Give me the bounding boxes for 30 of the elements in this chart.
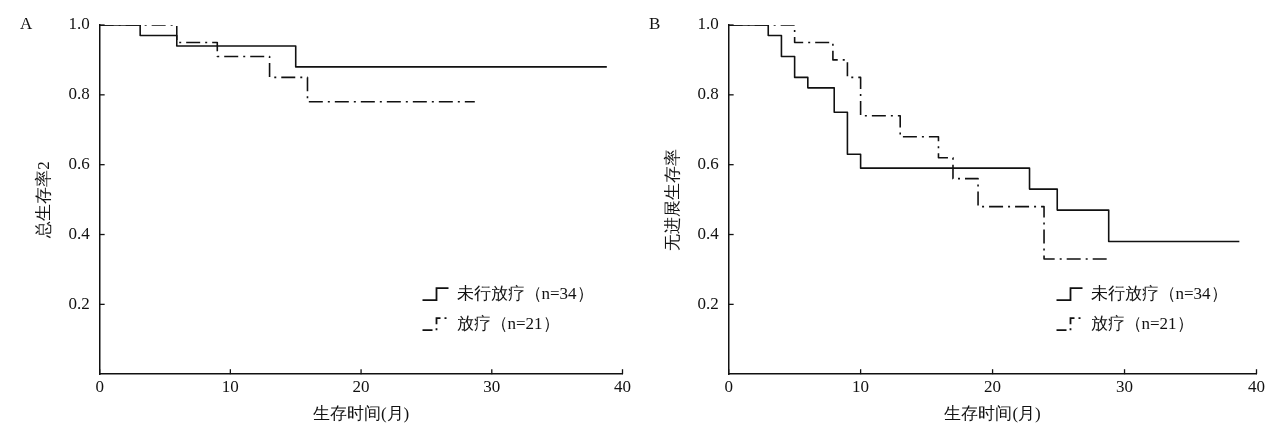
- chart-title: A: [20, 14, 33, 34]
- x-tick-label: 20: [352, 376, 370, 396]
- legend-label: 未行放疗（n=34）: [456, 283, 594, 303]
- x-tick-label: 40: [614, 376, 631, 396]
- legend-label: 放疗（n=21）: [456, 313, 560, 333]
- y-axis-title: 总生存率2: [33, 161, 53, 239]
- y-tick-label: 0.2: [697, 293, 719, 313]
- legend-label: 未行放疗（n=34）: [1090, 283, 1228, 303]
- x-tick-label: 10: [852, 376, 870, 396]
- x-tick-label: 20: [984, 376, 1002, 396]
- chart-title: B: [649, 14, 661, 34]
- y-tick-label: 0.2: [68, 293, 90, 313]
- x-tick-label: 10: [221, 376, 239, 396]
- x-tick-label: 30: [1116, 376, 1134, 396]
- x-tick-label: 30: [483, 376, 501, 396]
- x-axis-title: 生存时间(月): [312, 404, 410, 424]
- y-tick-label: 0.4: [697, 223, 720, 243]
- x-tick-label: 0: [724, 376, 733, 396]
- y-tick-label: 0.8: [68, 84, 90, 104]
- x-tick-label: 0: [95, 376, 104, 396]
- x-axis-title: 生存时间(月): [944, 404, 1041, 424]
- y-axis-title: 无进展生存率: [662, 148, 682, 251]
- x-tick-label: 40: [1248, 376, 1265, 396]
- y-tick-label: 0.6: [68, 154, 90, 174]
- y-tick-label: 0.8: [697, 84, 719, 104]
- y-tick-label: 0.6: [697, 154, 719, 174]
- legend-label: 放疗（n=21）: [1090, 313, 1194, 333]
- y-tick-label: 1.0: [697, 14, 719, 34]
- y-tick-label: 0.4: [68, 223, 91, 243]
- y-tick-label: 1.0: [68, 14, 90, 34]
